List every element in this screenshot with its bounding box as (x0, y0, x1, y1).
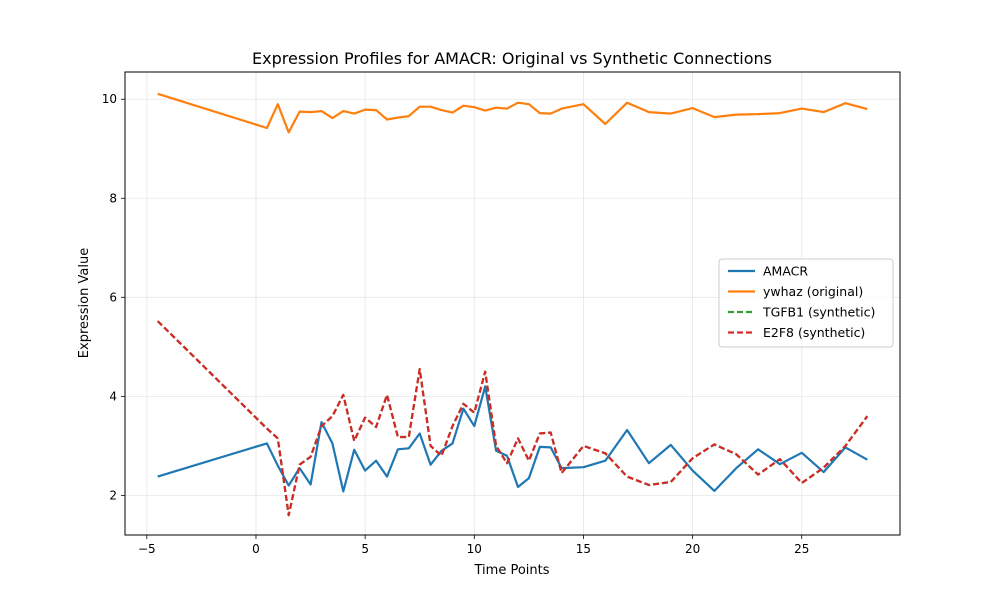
x-tick-label: 25 (794, 542, 809, 556)
y-tick-label: 8 (109, 191, 117, 205)
legend-label: ywhaz (original) (763, 284, 863, 299)
legend-label: E2F8 (synthetic) (763, 325, 865, 340)
series-line-amacr (157, 385, 868, 493)
series-lines (156, 92, 869, 517)
y-tick-label: 6 (109, 290, 117, 304)
x-tick-label: 10 (467, 542, 482, 556)
y-axis-label: Expression Value (77, 248, 92, 358)
chart-title: Expression Profiles for AMACR: Original … (252, 49, 772, 68)
y-tick-label: 10 (102, 92, 117, 106)
y-tick-label: 4 (109, 389, 117, 403)
x-tick-label: 5 (361, 542, 369, 556)
plot-area-frame (124, 71, 901, 536)
y-tick-label: 2 (109, 488, 117, 502)
legend-label: TGFB1 (synthetic) (762, 305, 875, 320)
x-tick-label: −5 (138, 542, 156, 556)
x-tick-label: 20 (685, 542, 700, 556)
x-tick-label: 15 (576, 542, 591, 556)
legend: AMACR ywhaz (original) TGFB1 (synthetic) E2… (718, 258, 894, 348)
legend-label: AMACR (763, 264, 808, 279)
axes: −5 0 5 10 15 20 25 2 4 6 8 10 (102, 92, 810, 556)
legend-box (718, 258, 894, 348)
x-tick-label: 0 (252, 542, 260, 556)
series-line-ywhaz (157, 92, 868, 134)
series-line-e2f8 (156, 320, 869, 517)
x-axis-label: Time Points (474, 563, 550, 578)
